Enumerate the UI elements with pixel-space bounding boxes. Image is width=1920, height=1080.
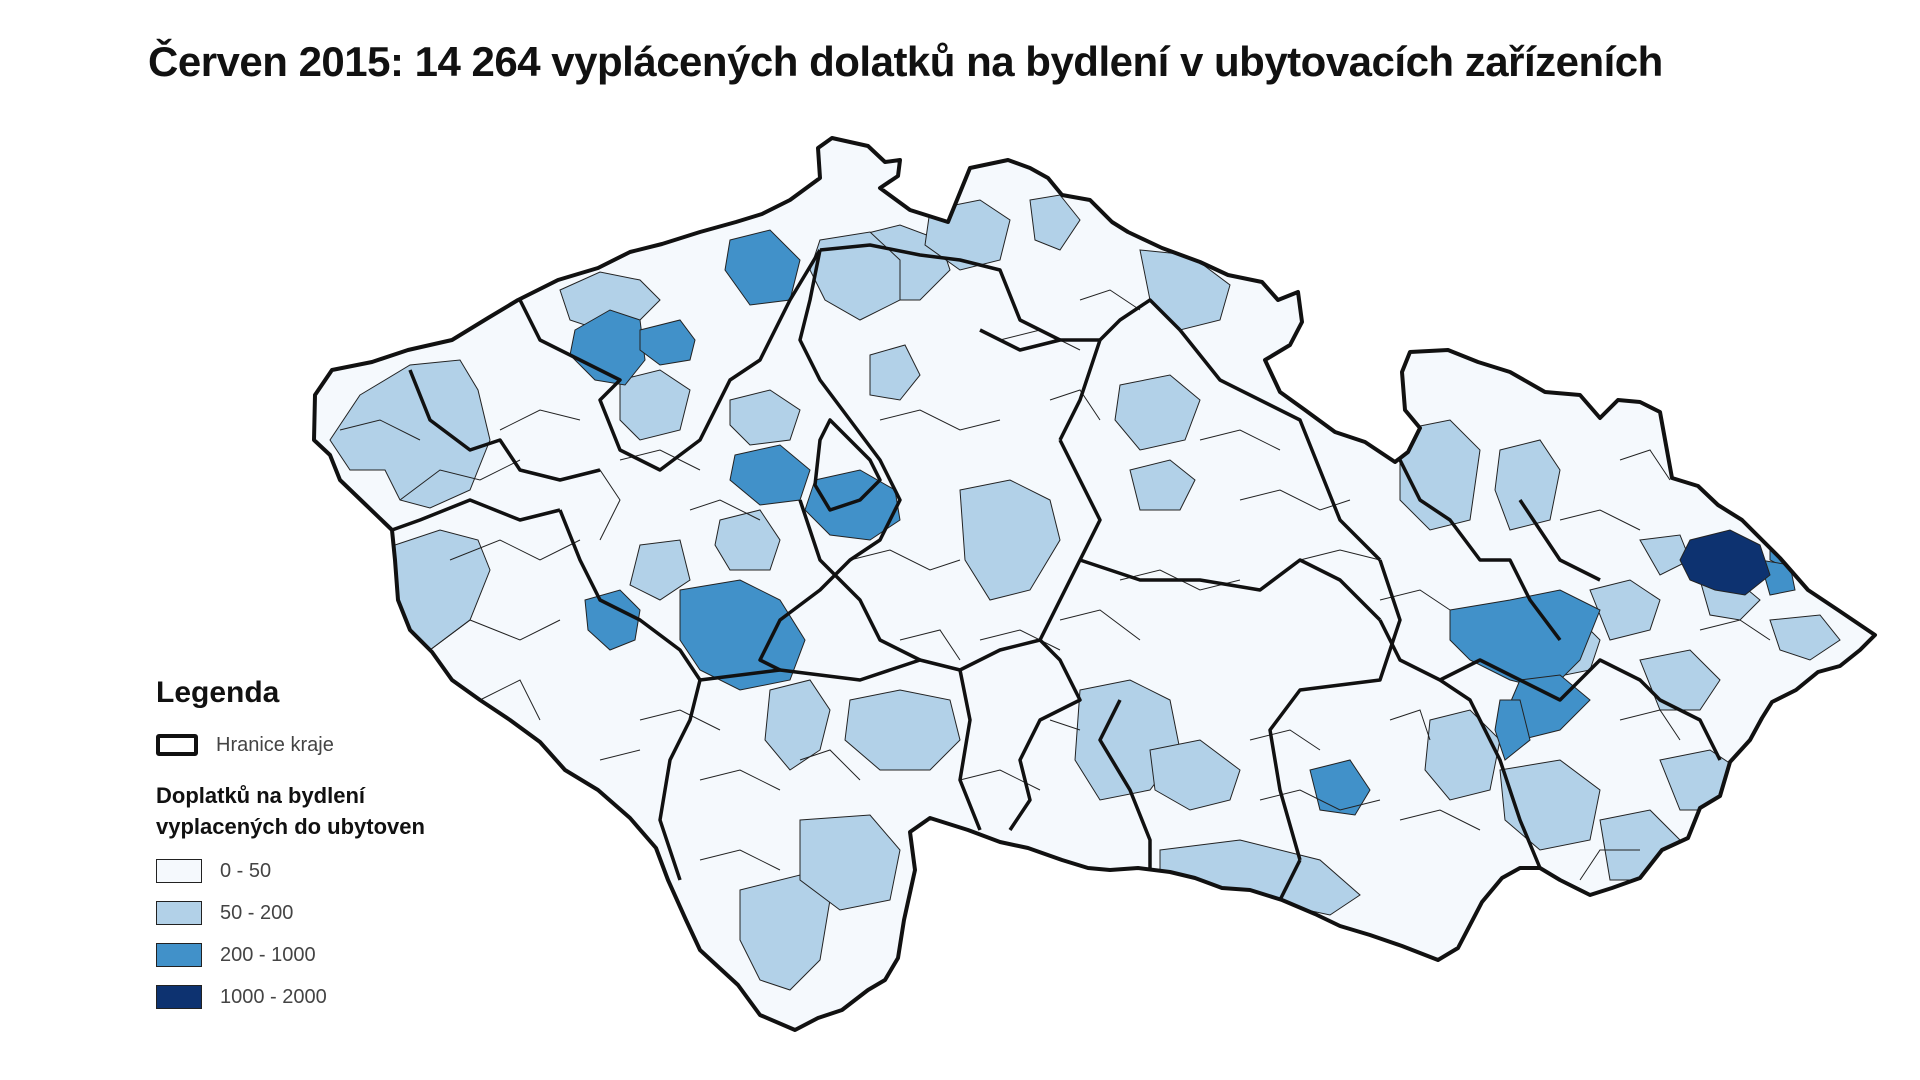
districts-50-200 xyxy=(329,194,1841,991)
legend-title: Legenda xyxy=(156,676,280,709)
legend-class-row: 200 - 1000 xyxy=(156,934,496,976)
country-border xyxy=(312,136,1877,1032)
legend-subtitle-line1: Doplatků na bydlení xyxy=(156,783,366,808)
legend-class-label: 200 - 1000 xyxy=(220,943,316,966)
region-boundaries xyxy=(391,243,1722,901)
legend-class-label: 0 - 50 xyxy=(220,859,272,882)
map-legend: Legenda Hranice kraje Doplatků na bydlen… xyxy=(156,676,496,1018)
legend-class-label: 1000 - 2000 xyxy=(220,985,327,1008)
district-boundaries xyxy=(339,289,1771,881)
legend-class-row: 50 - 200 xyxy=(156,892,496,934)
legend-class-swatch xyxy=(156,943,202,967)
legend-class-swatch xyxy=(156,901,202,925)
region-boundary-swatch xyxy=(156,734,198,756)
districts-1000-2000 xyxy=(1679,529,1771,596)
legend-class-label: 50 - 200 xyxy=(220,901,294,924)
legend-class-row: 0 - 50 xyxy=(156,850,496,892)
legend-subtitle-line2: vyplacených do ubytoven xyxy=(156,814,425,839)
map-title: Červen 2015: 14 264 vyplácených dolatků … xyxy=(148,38,1663,85)
legend-class-swatch xyxy=(156,985,202,1009)
country-area xyxy=(314,138,1875,1030)
legend-class-swatch xyxy=(156,859,202,883)
legend-subtitle: Doplatků na bydlení vyplacených do ubyto… xyxy=(156,780,496,842)
districts-200-1000 xyxy=(569,229,1811,816)
legend-class-row: 1000 - 2000 xyxy=(156,976,496,1018)
legend-row-boundary: Hranice kraje xyxy=(156,724,496,766)
legend-boundary-label: Hranice kraje xyxy=(216,733,334,756)
